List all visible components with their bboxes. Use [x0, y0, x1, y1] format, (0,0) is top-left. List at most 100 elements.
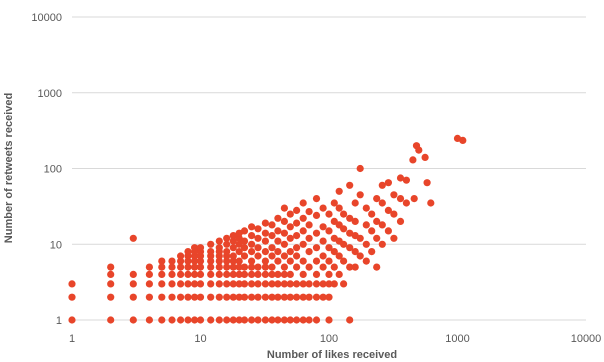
data-point [248, 316, 256, 324]
data-point [312, 280, 321, 288]
data-point [240, 293, 249, 301]
data-point [235, 234, 243, 242]
data-point [280, 204, 288, 212]
data-point [207, 240, 215, 248]
data-point [325, 270, 333, 278]
data-point [248, 223, 256, 231]
data-point [356, 191, 364, 199]
data-point [268, 293, 276, 301]
data-point [158, 280, 166, 288]
data-point [229, 280, 237, 288]
data-point [261, 263, 269, 271]
data-point [235, 280, 243, 288]
data-point [325, 280, 333, 288]
data-point [207, 257, 215, 265]
data-point [274, 227, 282, 235]
data-point [390, 234, 398, 242]
data-point [215, 316, 223, 324]
data-point [229, 257, 237, 265]
data-point [362, 257, 370, 265]
data-point [396, 195, 405, 203]
data-point [286, 234, 294, 242]
data-point [223, 263, 231, 271]
data-point [293, 252, 301, 260]
data-point [207, 293, 215, 301]
data-point [409, 156, 417, 164]
data-point [280, 217, 288, 225]
data-point [286, 257, 294, 265]
data-point [305, 234, 313, 242]
data-point [319, 223, 327, 231]
data-point [286, 223, 294, 231]
data-point [351, 263, 359, 271]
data-point [254, 252, 262, 260]
data-point [384, 179, 392, 187]
data-point [254, 293, 262, 301]
data-point [229, 263, 237, 271]
data-point [286, 210, 294, 218]
data-point [274, 248, 282, 256]
data-point [268, 221, 276, 229]
data-point [319, 293, 327, 301]
data-point [368, 227, 376, 235]
data-point [378, 221, 386, 229]
data-point [215, 244, 223, 252]
data-point [274, 293, 282, 301]
data-point [362, 240, 370, 248]
data-point [274, 316, 282, 324]
data-point [235, 263, 243, 271]
data-point [196, 257, 205, 265]
data-point [325, 244, 333, 252]
data-point [268, 270, 276, 278]
data-point [330, 248, 338, 256]
data-point [268, 280, 276, 288]
y-tick-label: 10 [50, 239, 62, 251]
data-point [207, 270, 215, 278]
data-point [229, 252, 237, 260]
data-point [390, 210, 398, 218]
y-tick-label: 1 [56, 315, 62, 327]
data-point [145, 270, 153, 278]
y-tick-label: 10000 [31, 12, 62, 24]
data-point [346, 214, 354, 222]
data-point [299, 316, 307, 324]
data-point [254, 225, 262, 233]
data-point [107, 316, 115, 324]
data-point [196, 270, 205, 278]
data-point [373, 263, 381, 271]
data-point [305, 263, 313, 271]
data-point [427, 199, 435, 207]
data-point [368, 248, 376, 256]
data-point [261, 248, 269, 256]
data-point [335, 187, 343, 195]
data-point [402, 176, 410, 184]
data-point [145, 280, 153, 288]
data-point [168, 316, 176, 324]
data-point [196, 316, 205, 324]
data-point [248, 257, 256, 265]
data-point [240, 237, 249, 245]
data-point [261, 229, 269, 237]
data-point [346, 316, 354, 324]
data-point [223, 293, 231, 301]
y-axis-title: Number of retweets received [3, 93, 15, 243]
data-point [254, 244, 262, 252]
data-point [215, 280, 223, 288]
x-tick-label: 10000 [571, 333, 602, 345]
data-point [261, 257, 269, 265]
data-point [312, 293, 321, 301]
data-point [254, 263, 262, 271]
data-point [319, 263, 327, 271]
data-point [305, 293, 313, 301]
data-point [293, 280, 301, 288]
data-point [254, 316, 262, 324]
data-point [312, 211, 321, 219]
data-point [248, 263, 256, 271]
data-point [248, 280, 256, 288]
data-point [280, 263, 288, 271]
data-point [177, 263, 185, 271]
data-point [373, 234, 381, 242]
data-point [362, 221, 370, 229]
data-point [274, 214, 282, 222]
